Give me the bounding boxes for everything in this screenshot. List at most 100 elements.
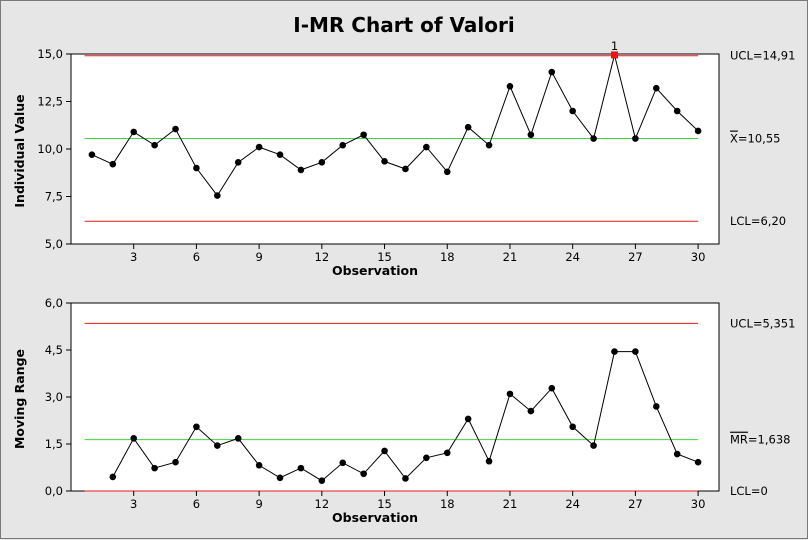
moving_range-data-point: [569, 423, 576, 430]
moving_range-y-tick-label: 1,5: [45, 437, 63, 451]
moving_range-data-point: [465, 416, 472, 423]
moving_range-x-axis-label: Observation: [332, 510, 418, 525]
individual-data-point: [89, 151, 96, 158]
individual-x-axis-label: Observation: [332, 263, 418, 278]
individual-x-tick-label: 27: [628, 250, 643, 264]
individual-center-label: X=10,55: [730, 132, 780, 146]
moving_range-y-tick-label: 6,0: [45, 296, 63, 310]
individual-data-point: [590, 135, 597, 142]
individual-data-point: [423, 144, 430, 151]
moving_range-data-point: [695, 459, 702, 466]
individual-data-point: [130, 129, 137, 136]
individual-y-tick-label: 5,0: [45, 237, 63, 251]
individual-data-point: [444, 169, 451, 176]
individual-x-tick-label: 12: [315, 250, 330, 264]
moving_range-x-tick-label: 6: [193, 497, 200, 511]
moving_range-data-point: [381, 448, 388, 455]
individual-x-tick-label: 24: [565, 250, 580, 264]
individual-x-tick-label: 6: [193, 250, 200, 264]
individual-data-point: [548, 69, 555, 76]
moving_range-x-tick-label: 3: [130, 497, 137, 511]
moving_range-data-point: [235, 435, 242, 442]
moving_range-data-point: [632, 348, 639, 355]
moving_range-data-point: [486, 458, 493, 465]
individual-panel: 5,0 7,5 10,0 12,5 15,0 3 6 9 12 15 18 21 24 27 30 Obser…: [12, 39, 795, 278]
individual-data-point: [465, 124, 472, 131]
moving_range-x-tick-label: 27: [628, 497, 643, 511]
moving_range-center-label: MR=1,638: [730, 433, 790, 447]
moving_range-ucl-label: UCL=5,351: [730, 316, 795, 330]
individual-y-tick-label: 10,0: [37, 142, 63, 156]
individual-data-point: [653, 85, 660, 92]
moving_range-data-point: [298, 465, 305, 472]
moving_range-x-tick-label: 9: [255, 497, 262, 511]
moving_range-data-point: [653, 403, 660, 410]
individual-data-point: [110, 161, 117, 168]
individual-data-point: [528, 131, 535, 138]
individual-center-symbol: X: [730, 132, 738, 146]
individual-x-tick-label: 30: [691, 250, 706, 264]
chart-title: I-MR Chart of Valori: [293, 13, 514, 37]
individual-data-point: [507, 83, 514, 90]
individual-y-axis-label: Individual Value: [12, 94, 27, 207]
moving_range-y-axis-label: Moving Range: [12, 349, 27, 449]
individual-data-point: [695, 128, 702, 135]
individual-x-tick-label: 9: [255, 250, 262, 264]
moving_range-x-tick-label: 18: [440, 497, 455, 511]
moving_range-data-point: [548, 385, 555, 392]
individual-y-tick-label: 15,0: [37, 47, 63, 61]
moving_range-x-tick-label: 24: [565, 497, 580, 511]
individual-x-tick-label: 3: [130, 250, 137, 264]
individual-data-point: [298, 167, 305, 174]
moving_range-data-point: [172, 459, 179, 466]
moving_range-plot-area: [71, 303, 719, 491]
individual-data-point: [172, 126, 179, 133]
moving_range-data-point: [360, 470, 367, 477]
individual-data-point: [381, 158, 388, 165]
individual-data-point: [214, 192, 221, 199]
moving_range-panel: 0,0 1,5 3,0 4,5 6,0 3 6 9 12 15 18 21 24 27 30 Observat…: [12, 296, 795, 525]
moving_range-data-point: [193, 423, 200, 430]
moving_range-x-tick-label: 21: [503, 497, 518, 511]
moving_range-data-point: [528, 408, 535, 415]
moving_range-lcl-label: LCL=0: [730, 484, 768, 498]
moving_range-data-point: [319, 477, 326, 484]
moving_range-data-point: [444, 449, 451, 456]
individual-center-value: =10,55: [738, 132, 781, 146]
individual-data-point: [319, 159, 326, 166]
moving_range-data-point: [277, 475, 284, 482]
moving_range-y-tick-label: 3,0: [45, 390, 63, 404]
individual-y-tick-label: 7,5: [45, 190, 63, 204]
individual-data-point: [360, 131, 367, 138]
moving_range-data-point: [214, 442, 221, 449]
moving_range-data-point: [339, 460, 346, 467]
individual-lcl-label: LCL=6,20: [730, 214, 786, 228]
individual-data-point: [402, 166, 409, 173]
individual-out-of-control-flag: 1: [611, 39, 618, 53]
moving_range-y-tick-label: 0,0: [45, 484, 63, 498]
moving_range-data-point: [611, 348, 618, 355]
moving_range-data-point: [151, 465, 158, 472]
moving_range-x-tick-label: 15: [377, 497, 392, 511]
moving_range-data-point: [130, 435, 137, 442]
individual-x-tick-label: 15: [377, 250, 392, 264]
individual-data-point: [256, 144, 263, 151]
individual-y-tick-label: 12,5: [37, 95, 63, 109]
individual-data-point: [674, 108, 681, 115]
moving_range-data-point: [674, 451, 681, 458]
individual-data-point: [486, 142, 493, 149]
individual-data-point: [569, 108, 576, 115]
moving_range-x-tick-label: 12: [315, 497, 330, 511]
individual-data-point: [277, 151, 284, 158]
individual-data-point: [151, 142, 158, 149]
moving_range-data-point: [110, 474, 117, 481]
moving_range-x-tick-label: 30: [691, 497, 706, 511]
moving_range-y-tick-label: 4,5: [45, 343, 63, 357]
individual-data-point: [339, 142, 346, 149]
individual-data-point: [235, 159, 242, 166]
individual-data-point: [193, 165, 200, 172]
individual-x-tick-label: 18: [440, 250, 455, 264]
moving_range-data-point: [423, 454, 430, 461]
moving_range-center-value: =1,638: [748, 433, 791, 447]
